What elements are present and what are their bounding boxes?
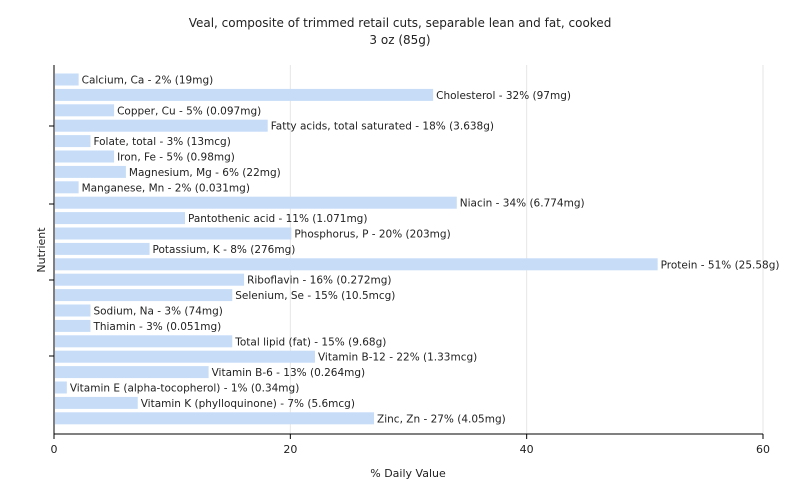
bar	[55, 242, 150, 255]
bar-label: Phosphorus, P - 20% (203mg)	[294, 229, 450, 241]
y-axis-label: Nutrient	[35, 227, 48, 273]
bar	[55, 366, 209, 379]
bar	[55, 227, 292, 240]
bar-label: Total lipid (fat) - 15% (9.68g)	[234, 336, 386, 348]
bar	[55, 181, 79, 194]
bars	[55, 73, 658, 425]
x-axis-label: % Daily Value	[370, 467, 446, 480]
chart-subtitle: 3 oz (85g)	[369, 33, 430, 47]
bar-label: Cholesterol - 32% (97mg)	[436, 90, 571, 102]
bar-label: Folate, total - 3% (13mcg)	[93, 136, 230, 148]
bar	[55, 150, 115, 163]
bar-label: Potassium, K - 8% (276mg)	[153, 244, 296, 256]
bar	[55, 304, 91, 317]
bar	[55, 258, 658, 271]
bar-label: Vitamin B-12 - 22% (1.33mcg)	[318, 352, 477, 364]
bar	[55, 412, 375, 425]
bar-labels: Calcium, Ca - 2% (19mg) Cholesterol - 32%…	[70, 75, 780, 426]
bar-label: Riboflavin - 16% (0.272mg)	[247, 275, 391, 287]
bar	[55, 335, 233, 348]
bar	[55, 319, 91, 332]
chart-title: Veal, composite of trimmed retail cuts, …	[189, 16, 612, 30]
grid-lines	[289, 65, 764, 434]
x-tick-label: 40	[520, 443, 534, 456]
bar-label: Thiamin - 3% (0.051mg)	[92, 321, 221, 333]
x-tick-label: 60	[756, 443, 770, 456]
bar-label: Iron, Fe - 5% (0.98mg)	[117, 152, 235, 164]
bar-label: Pantothenic acid - 11% (1.071mg)	[188, 213, 367, 225]
bar	[55, 119, 268, 132]
bar	[55, 88, 434, 101]
bar-label: Copper, Cu - 5% (0.097mg)	[117, 105, 261, 117]
bar-label: Vitamin B-6 - 13% (0.264mg)	[212, 367, 366, 379]
axes: 0 20 40 60	[49, 65, 770, 456]
bar	[55, 350, 315, 363]
bar	[55, 289, 233, 302]
bar-label: Fatty acids, total saturated - 18% (3.63…	[271, 121, 494, 133]
bar	[55, 396, 138, 409]
bar	[55, 212, 185, 225]
bar-label: Magnesium, Mg - 6% (22mg)	[129, 167, 281, 179]
bar-label: Niacin - 34% (6.774mg)	[460, 198, 585, 210]
bar-label: Protein - 51% (25.58g)	[661, 259, 780, 271]
bar-label: Vitamin K (phylloquinone) - 7% (5.6mcg)	[141, 398, 355, 410]
bar-label: Sodium, Na - 3% (74mg)	[93, 306, 222, 318]
bar-label: Vitamin E (alpha-tocopherol) - 1% (0.34m…	[70, 383, 299, 395]
bar	[55, 273, 245, 286]
x-tick-label: 0	[51, 443, 58, 456]
bar	[55, 165, 126, 178]
x-tick-label: 20	[283, 443, 297, 456]
bar	[55, 135, 91, 148]
bar	[55, 196, 457, 209]
bar	[55, 73, 79, 86]
bar	[55, 104, 115, 117]
bar	[55, 381, 67, 394]
bar-label: Zinc, Zn - 27% (4.05mg)	[377, 413, 506, 425]
bar-label: Calcium, Ca - 2% (19mg)	[82, 75, 214, 87]
bar-label: Selenium, Se - 15% (10.5mcg)	[235, 290, 395, 302]
bar-label: Manganese, Mn - 2% (0.031mg)	[82, 182, 250, 194]
